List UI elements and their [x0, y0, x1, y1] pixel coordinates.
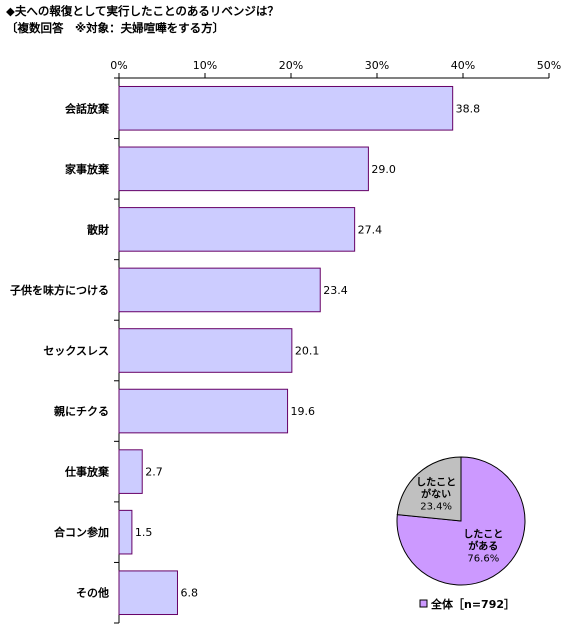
category-label: セックスレス	[43, 345, 109, 358]
bar	[118, 85, 454, 131]
pie-label: 23.4%	[420, 501, 452, 512]
bar	[118, 267, 321, 313]
bar	[118, 388, 289, 434]
data-label: 2.7	[145, 466, 163, 479]
x-tick-label: 0%	[110, 59, 127, 72]
x-tick-label: 10%	[193, 59, 217, 72]
data-label: 1.5	[135, 526, 153, 539]
pie-slice	[396, 456, 462, 522]
bar	[118, 449, 143, 494]
bar	[118, 146, 369, 192]
category-label: 散財	[87, 222, 109, 236]
category-label: 子供を味方につける	[10, 283, 109, 297]
x-tick-label: 20%	[279, 59, 303, 72]
data-label: 23.4	[323, 284, 348, 297]
category-label: 家事放棄	[65, 162, 110, 176]
category-label: 合コン参加	[54, 525, 109, 539]
category-label: その他	[76, 586, 109, 600]
data-label: 19.6	[291, 405, 316, 418]
bar	[118, 328, 293, 373]
chart-subtitle: 〔複数回答 ※対象：夫婦喧嘩をする方〕	[6, 21, 225, 35]
pie-label: がない	[421, 487, 451, 500]
bar	[118, 509, 133, 555]
bar	[118, 570, 178, 616]
pie-label: したこと	[416, 476, 456, 488]
data-label: 38.8	[456, 102, 481, 115]
pie-label: 76.6%	[467, 554, 499, 565]
data-label: 6.8	[180, 587, 198, 600]
category-label: 仕事放棄	[64, 465, 110, 479]
data-label: 20.1	[295, 345, 320, 358]
x-tick-label: 50%	[537, 59, 561, 72]
data-label: 27.4	[358, 223, 383, 236]
pie-slice	[396, 456, 526, 586]
chart-title: ◆夫への報復として実行したことのあるリベンジは？	[6, 4, 279, 18]
legend-label: 全体［n=792］	[430, 597, 515, 611]
data-label: 29.0	[371, 163, 396, 176]
pie-label: したこと	[463, 529, 503, 541]
x-tick-label: 30%	[365, 59, 389, 72]
pie-label: がある	[468, 540, 498, 553]
bar	[118, 207, 356, 252]
legend-swatch	[419, 599, 428, 608]
x-tick-label: 40%	[451, 59, 475, 72]
category-label: 会話放棄	[65, 101, 110, 115]
category-label: 親にチクる	[54, 404, 109, 418]
